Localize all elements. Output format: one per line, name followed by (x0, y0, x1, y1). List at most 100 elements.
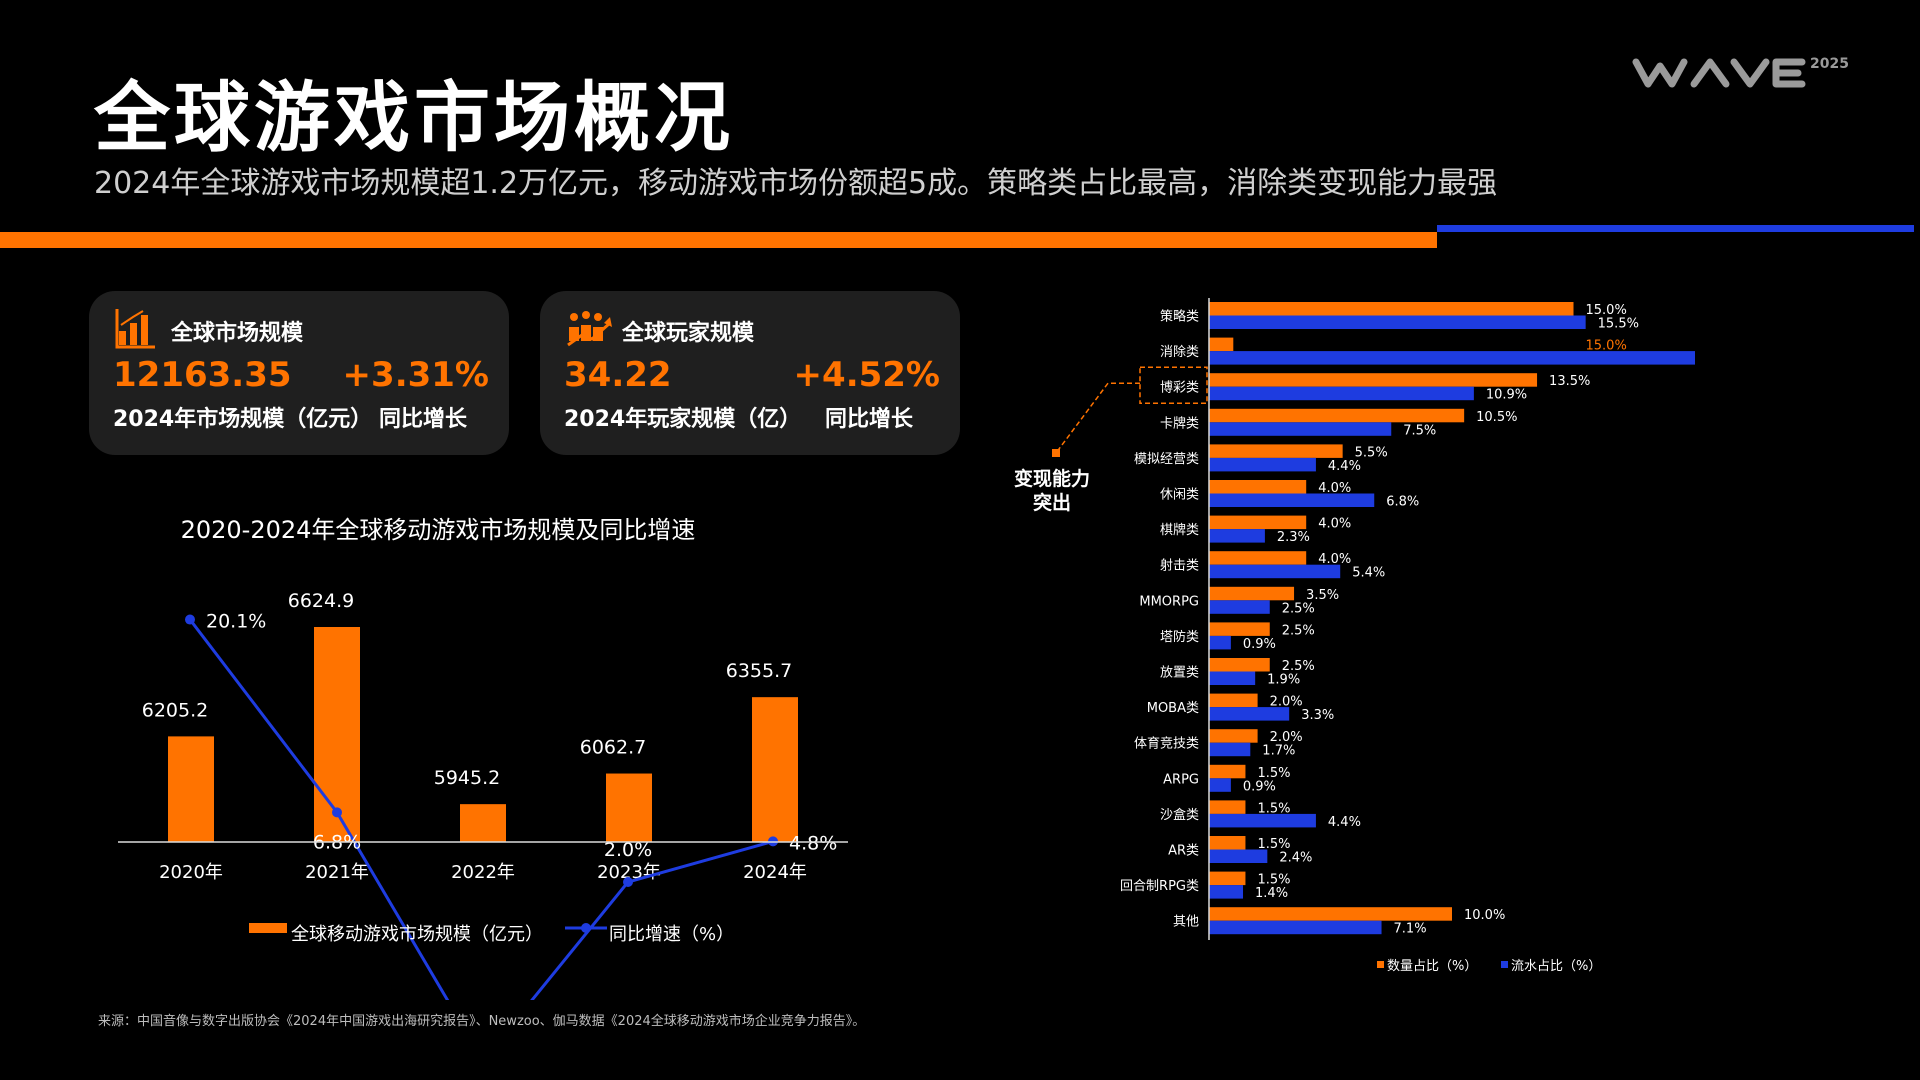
bar-count-share (1209, 444, 1343, 458)
legend-bar-label: 全球移动游戏市场规模（亿元） (291, 924, 543, 945)
category-label: 其他 (1173, 915, 1199, 930)
bar-value-label: 6355.7 (726, 660, 792, 682)
bar-revenue-share (1209, 351, 1695, 365)
revenue-share-label: 1.9% (1267, 673, 1300, 688)
revenue-share-label: 0.9% (1243, 637, 1276, 652)
page-subtitle: 2024年全球游戏市场规模超1.2万亿元，移动游戏市场份额超5成。策略类占比最高… (94, 166, 1498, 201)
legend-line-marker (581, 923, 591, 933)
bar-value-label: 6062.7 (580, 737, 646, 759)
bar-revenue-share (1209, 742, 1251, 757)
bar-count-share (1209, 729, 1258, 743)
source-note: 来源：中国音像与数字出版协会《2024年中国游戏出海研究报告》、Newzoo、伽… (98, 1014, 866, 1029)
category-label: 棋牌类 (1160, 522, 1199, 538)
revenue-share-label: 7.5% (1403, 423, 1436, 438)
bar-count-share (1209, 302, 1574, 316)
legend-count-swatch (1377, 961, 1384, 968)
revenue-share-label: 4.4% (1328, 815, 1361, 830)
bar-revenue-share (1209, 920, 1382, 935)
bar-revenue-share (1209, 707, 1290, 721)
bar-count-share (1209, 658, 1270, 672)
count-share-label: 3.5% (1306, 588, 1339, 603)
x-tick-label: 2021年 (305, 862, 369, 883)
card-label: 全球市场规模 (171, 321, 304, 346)
logo-year: 2025 (1810, 56, 1849, 72)
count-share-label: 2.5% (1282, 659, 1315, 674)
count-share-label: 15.0% (1586, 339, 1627, 354)
card-caption: 2024年玩家规模（亿） (564, 407, 802, 432)
revenue-share-label: 1.4% (1255, 886, 1288, 901)
category-label: MMORPG (1139, 594, 1199, 609)
bar-value-label: 6624.9 (288, 590, 354, 612)
category-label-highlight: 博彩类 (1160, 381, 1199, 396)
category-label: 射击类 (1160, 558, 1199, 574)
market-size-card: 全球市场规模 12163.35 +3.31% 2024年市场规模（亿元） 同比增… (89, 291, 509, 455)
count-share-label: 1.5% (1257, 873, 1290, 888)
bar-count-share (1209, 480, 1307, 494)
bar-count-share (1209, 871, 1246, 886)
bar-revenue-share (1209, 778, 1231, 792)
count-share-label: 1.5% (1257, 766, 1290, 781)
bar-revenue-share (1209, 493, 1375, 507)
x-tick-label: 2022年 (451, 862, 515, 883)
revenue-share-label: 5.4% (1352, 566, 1385, 581)
revenue-share-label: 2.4% (1279, 851, 1312, 866)
bar-value-label: 5945.2 (434, 767, 500, 789)
x-tick-label: 2024年 (743, 862, 807, 883)
bar-chart-icon (115, 309, 155, 349)
count-share-label: 10.5% (1476, 410, 1517, 425)
count-share-label: 15.0% (1586, 303, 1627, 318)
revenue-share-label: 2.3% (1277, 530, 1310, 545)
people-growth-icon (567, 311, 612, 347)
highlight-box (1139, 366, 1208, 404)
bar-revenue-share (1209, 315, 1586, 329)
count-share-label: 5.5% (1355, 445, 1388, 460)
legend-bar-swatch (249, 923, 287, 933)
mobile-chart-title: 2020-2024年全球移动游戏市场规模及同比增速 (180, 516, 696, 544)
legend-line-label: 同比增速（%） (609, 924, 734, 945)
count-share-label: 4.0% (1318, 552, 1351, 567)
card-caption: 2024年市场规模（亿元） (113, 407, 373, 432)
growth-value-label: 2.0% (604, 839, 652, 861)
wave-logo: 2025 (1632, 56, 1849, 88)
count-share-label: 2.5% (1282, 623, 1315, 638)
page-title: 全球游戏市场概况 (94, 73, 734, 162)
bar-revenue-share (1209, 813, 1316, 828)
bar-count-share (1209, 551, 1307, 565)
annotation-marker (1052, 449, 1060, 457)
legend-count-label: 数量占比（%） (1387, 959, 1477, 974)
category-label: AR类 (1168, 844, 1199, 859)
category-label: 卡牌类 (1160, 415, 1199, 431)
annotation-connector (1055, 382, 1140, 454)
bar-value-label: 6205.2 (142, 699, 208, 721)
bar-count-share (1209, 693, 1258, 708)
bar-revenue-share (1209, 635, 1231, 650)
category-label: 回合制RPG类 (1120, 879, 1199, 894)
count-share-label: 2.0% (1270, 695, 1303, 710)
genre-share-chart: 策略类 15.0%15.5%消除类 15.0%博彩类 13.5%10.9%卡牌类 10.… (1014, 298, 1695, 974)
card-growth-caption: 同比增长 (825, 407, 914, 432)
bar-revenue-share (1209, 386, 1474, 401)
revenue-share-label: 3.3% (1301, 708, 1334, 723)
count-share-label: 13.5% (1549, 374, 1590, 389)
bar-count-share (1209, 907, 1452, 921)
revenue-share-label: 15.5% (1598, 317, 1639, 332)
growth-point (332, 807, 342, 818)
bar-count-share (1209, 373, 1538, 387)
growth-point (623, 877, 633, 887)
bar-market-size (168, 736, 214, 842)
count-share-label: 10.0% (1464, 908, 1505, 923)
category-label: 沙盒类 (1160, 807, 1199, 823)
legend-revenue-swatch (1501, 961, 1508, 968)
mobile-market-chart: 6205.2 2020年 6624.9 2021年 5945.2 2022年 6062.7 2… (118, 590, 848, 1000)
bar-count-share (1209, 337, 1234, 352)
bar-count-share (1209, 836, 1246, 850)
card-label: 全球玩家规模 (622, 321, 755, 346)
bar-revenue-share (1209, 422, 1392, 436)
card-growth: +3.31% (342, 355, 489, 395)
count-share-label: 1.5% (1257, 801, 1290, 816)
annotation-line-2: 突出 (1033, 491, 1071, 514)
bar-market-size (752, 697, 798, 842)
bar-revenue-share (1209, 564, 1341, 579)
annotation-line-1: 变现能力 (1014, 467, 1090, 490)
bar-market-size (460, 804, 506, 842)
